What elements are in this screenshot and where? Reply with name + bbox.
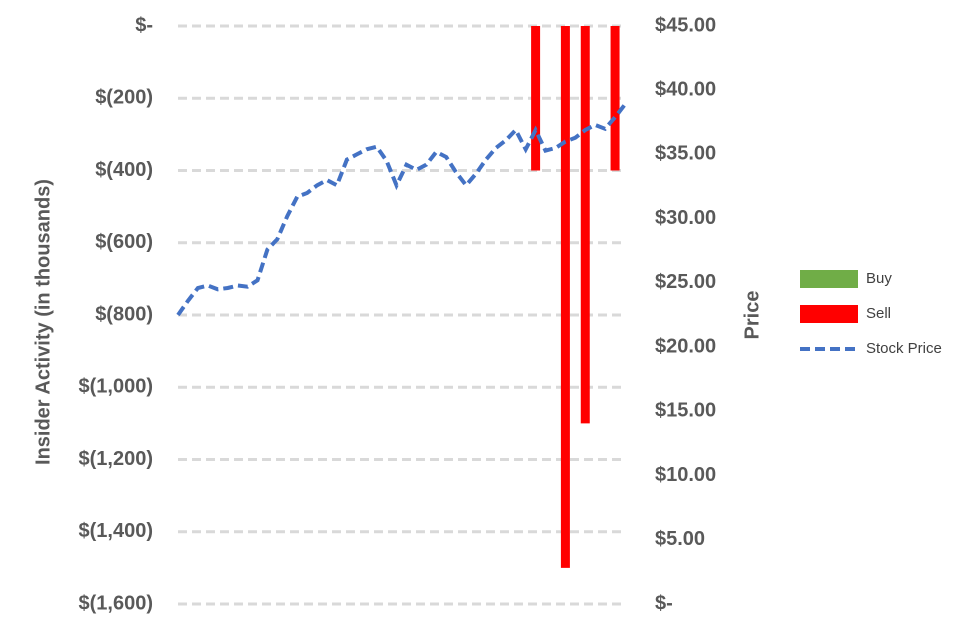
y-tick-label: $(600) <box>95 231 153 253</box>
y-axis-title: Insider Activity (in thousands) <box>32 179 54 465</box>
legend-swatch <box>800 305 858 323</box>
legend-label: Sell <box>866 305 891 322</box>
y2-tick-label: $45.00 <box>655 14 716 36</box>
y2-tick-label: $35.00 <box>655 143 716 165</box>
y2-axis-title: Price <box>741 291 763 340</box>
legend-label: Buy <box>866 270 892 287</box>
y2-tick-label: $30.00 <box>655 207 716 229</box>
y2-tick-label: $- <box>655 592 673 614</box>
y-tick-label: $(400) <box>95 159 153 181</box>
y2-tick-label: $10.00 <box>655 464 716 486</box>
bar <box>610 26 620 171</box>
price-line <box>176 103 627 317</box>
y2-tick-label: $15.00 <box>655 400 716 422</box>
legend-label: Stock Price <box>866 340 942 357</box>
y2-tick-label: $25.00 <box>655 271 716 293</box>
y-tick-label: $(800) <box>95 303 153 325</box>
y-tick-label: $(200) <box>95 87 153 109</box>
y2-tick-label: $40.00 <box>655 79 716 101</box>
bar <box>560 26 570 568</box>
y2-tick-label: $20.00 <box>655 335 716 357</box>
y-tick-label: $(1,200) <box>79 448 154 470</box>
y-tick-label: $- <box>135 14 153 36</box>
bar <box>531 26 541 171</box>
y-tick-label: $(1,600) <box>79 592 154 614</box>
legend-swatch <box>800 270 858 288</box>
y2-tick-label: $5.00 <box>655 528 705 550</box>
y-tick-label: $(1,400) <box>79 520 154 542</box>
y-tick-label: $(1,000) <box>79 376 154 398</box>
bar <box>580 26 590 424</box>
